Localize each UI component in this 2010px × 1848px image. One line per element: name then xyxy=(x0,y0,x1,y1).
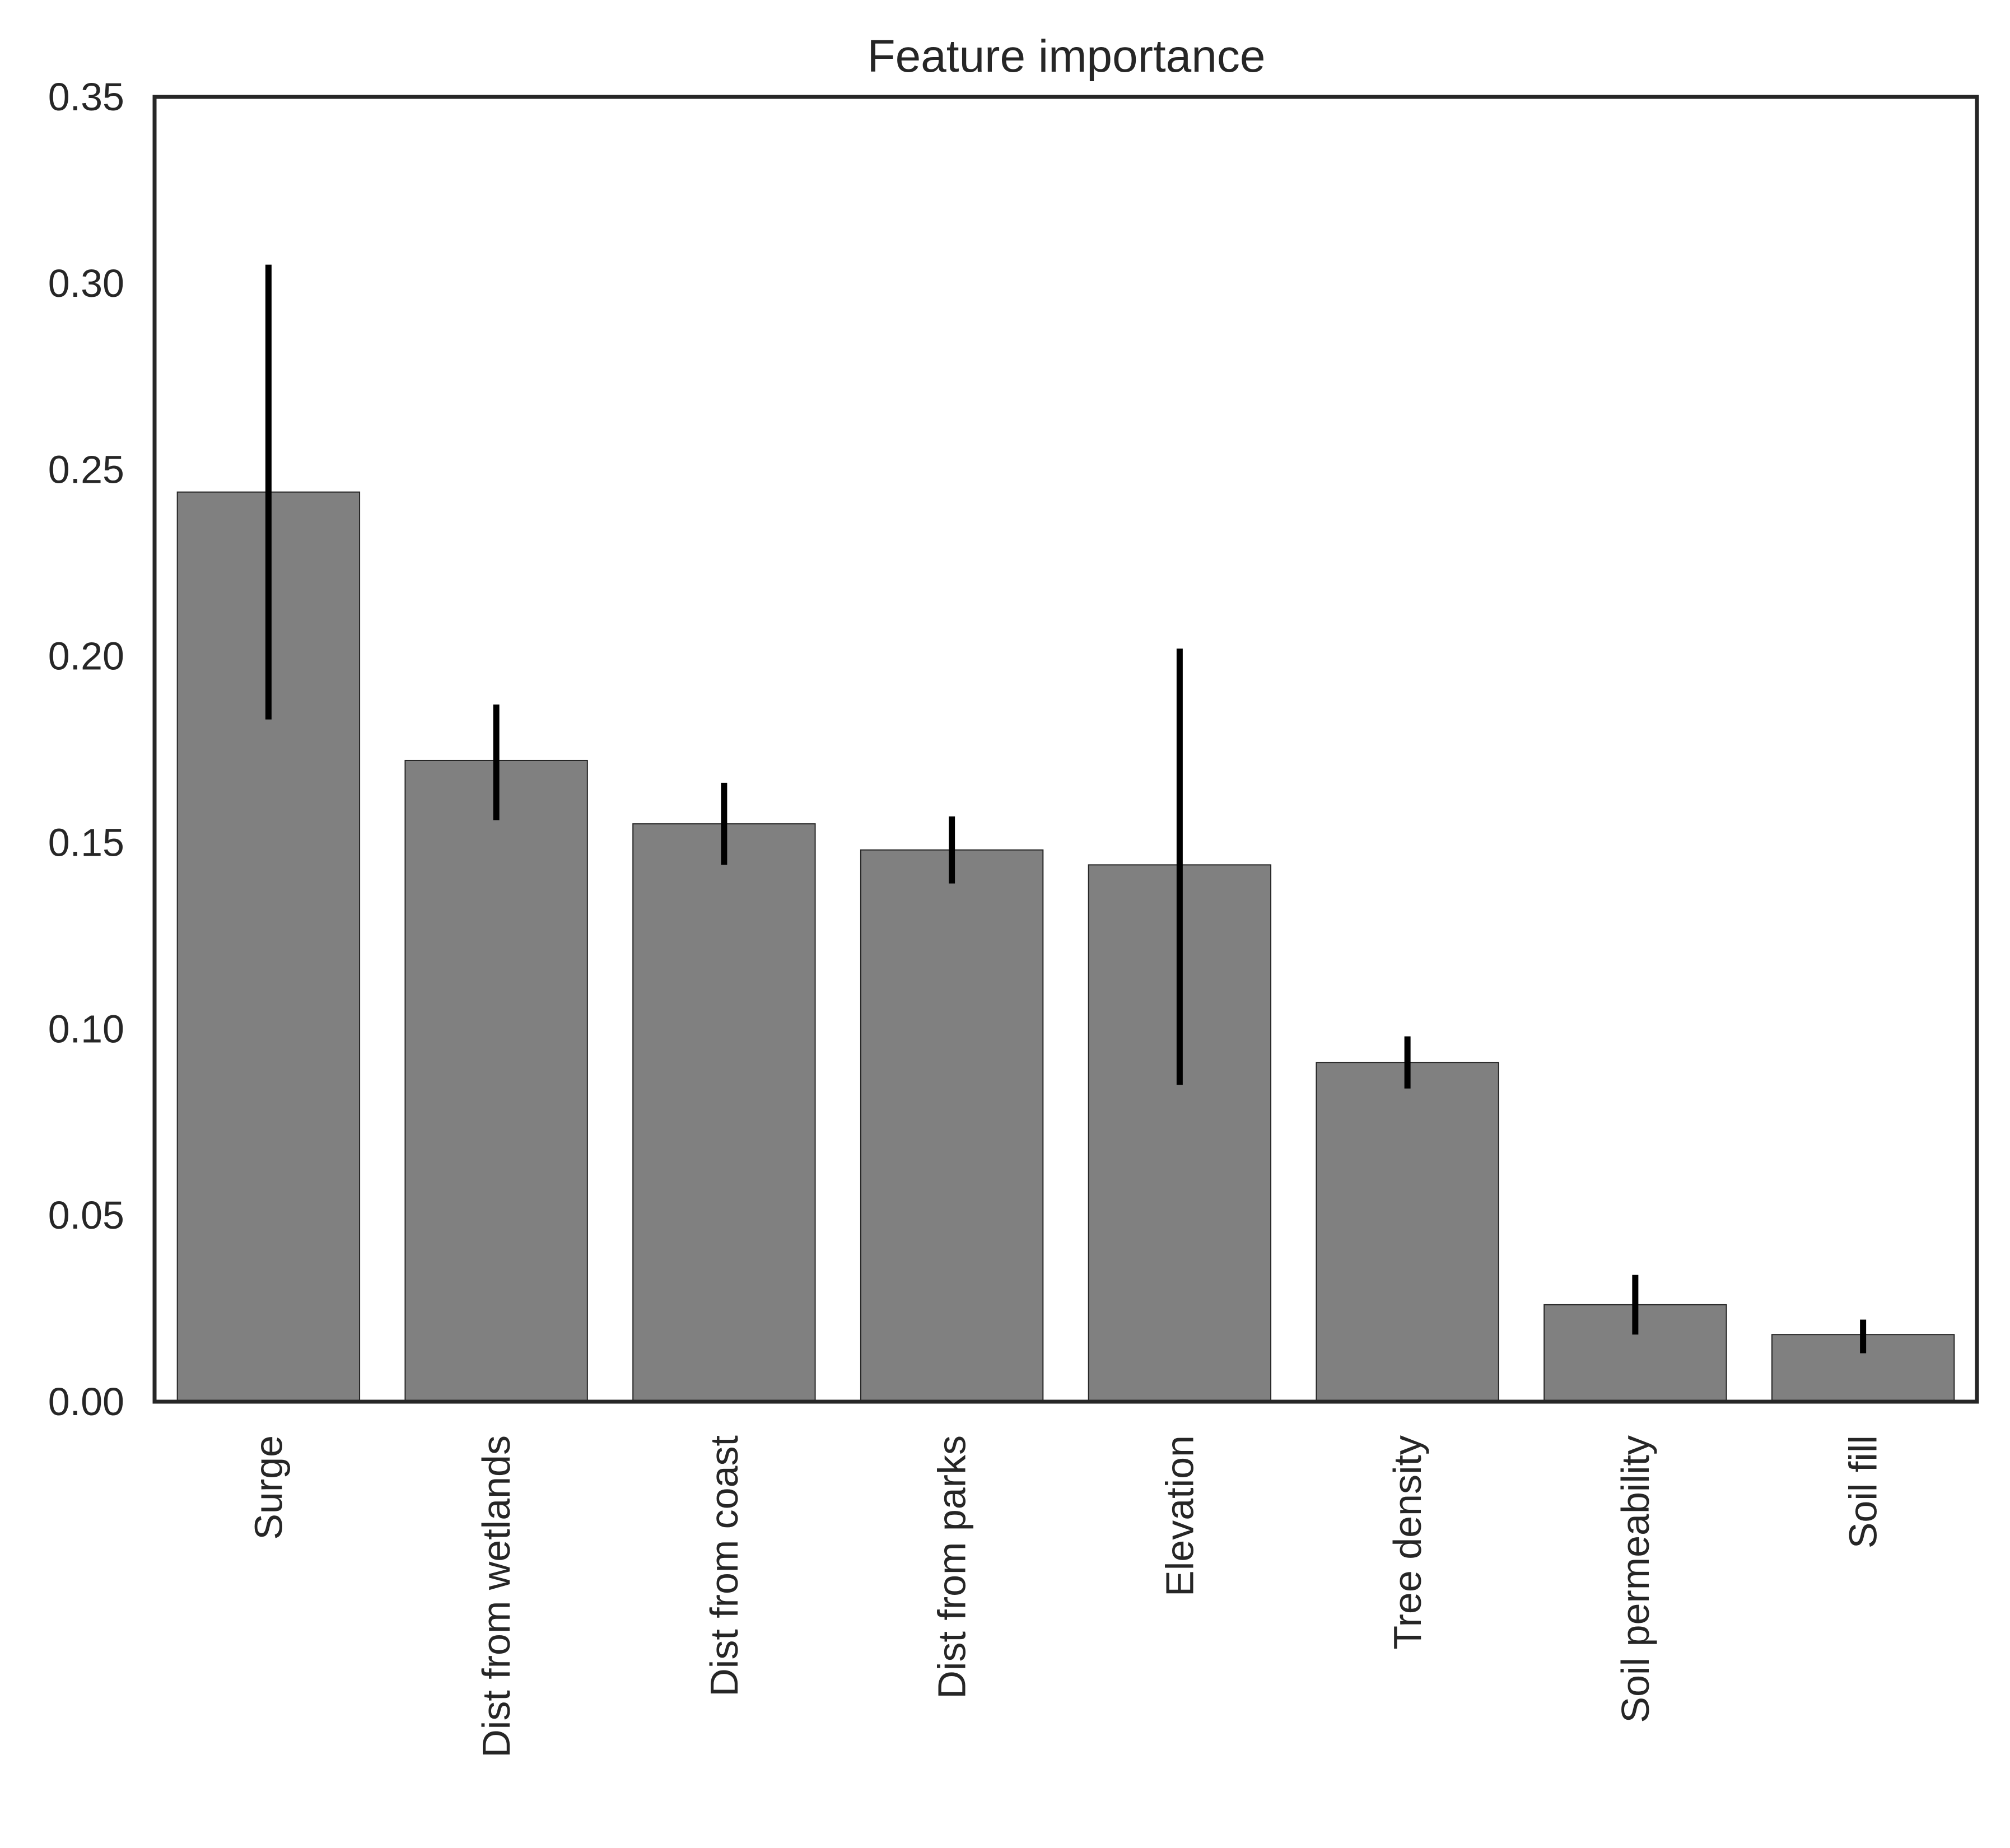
x-tick-label-surge: Surge xyxy=(246,1435,290,1540)
bar-dist-from-wetlands xyxy=(404,759,588,1402)
y-tick-label: 0.05 xyxy=(48,1193,124,1237)
chart-title: Feature importance xyxy=(867,31,1265,82)
bar-dist-from-coast xyxy=(632,823,816,1402)
y-tick-label: 0.35 xyxy=(48,75,124,119)
plot-frame xyxy=(152,95,1979,1404)
y-tick-label: 0.25 xyxy=(48,448,124,492)
x-tick-label-tree-density: Tree density xyxy=(1386,1435,1429,1650)
x-tick-label-soil-fill: Soil fill xyxy=(1841,1435,1885,1548)
error-bars-layer xyxy=(265,264,1867,1354)
x-tick-label-dist-from-wetlands: Dist from wetlands xyxy=(474,1435,518,1758)
y-tick-label: 0.20 xyxy=(48,634,124,678)
x-axis-ticks: Surge Dist from wetlands Dist from coast Di… xyxy=(246,1435,1885,1758)
x-tick-label-soil-permeability: Soil permeability xyxy=(1613,1435,1657,1723)
y-tick-label: 0.15 xyxy=(48,820,124,864)
x-tick-label-elevation: Elevation xyxy=(1158,1435,1201,1597)
y-axis-ticks: 0.00 0.05 0.10 0.15 0.20 0.25 0.30 0.35 xyxy=(48,75,124,1424)
x-tick-label-dist-from-coast: Dist from coast xyxy=(702,1435,746,1697)
bar-dist-from-parks xyxy=(860,849,1044,1402)
y-tick-label: 0.10 xyxy=(48,1007,124,1051)
bar-tree-density xyxy=(1316,1062,1499,1402)
x-tick-label-dist-from-parks: Dist from parks xyxy=(930,1435,974,1699)
y-tick-label: 0.30 xyxy=(48,262,124,305)
bars-layer xyxy=(176,491,1955,1402)
y-tick-label: 0.00 xyxy=(48,1380,124,1424)
